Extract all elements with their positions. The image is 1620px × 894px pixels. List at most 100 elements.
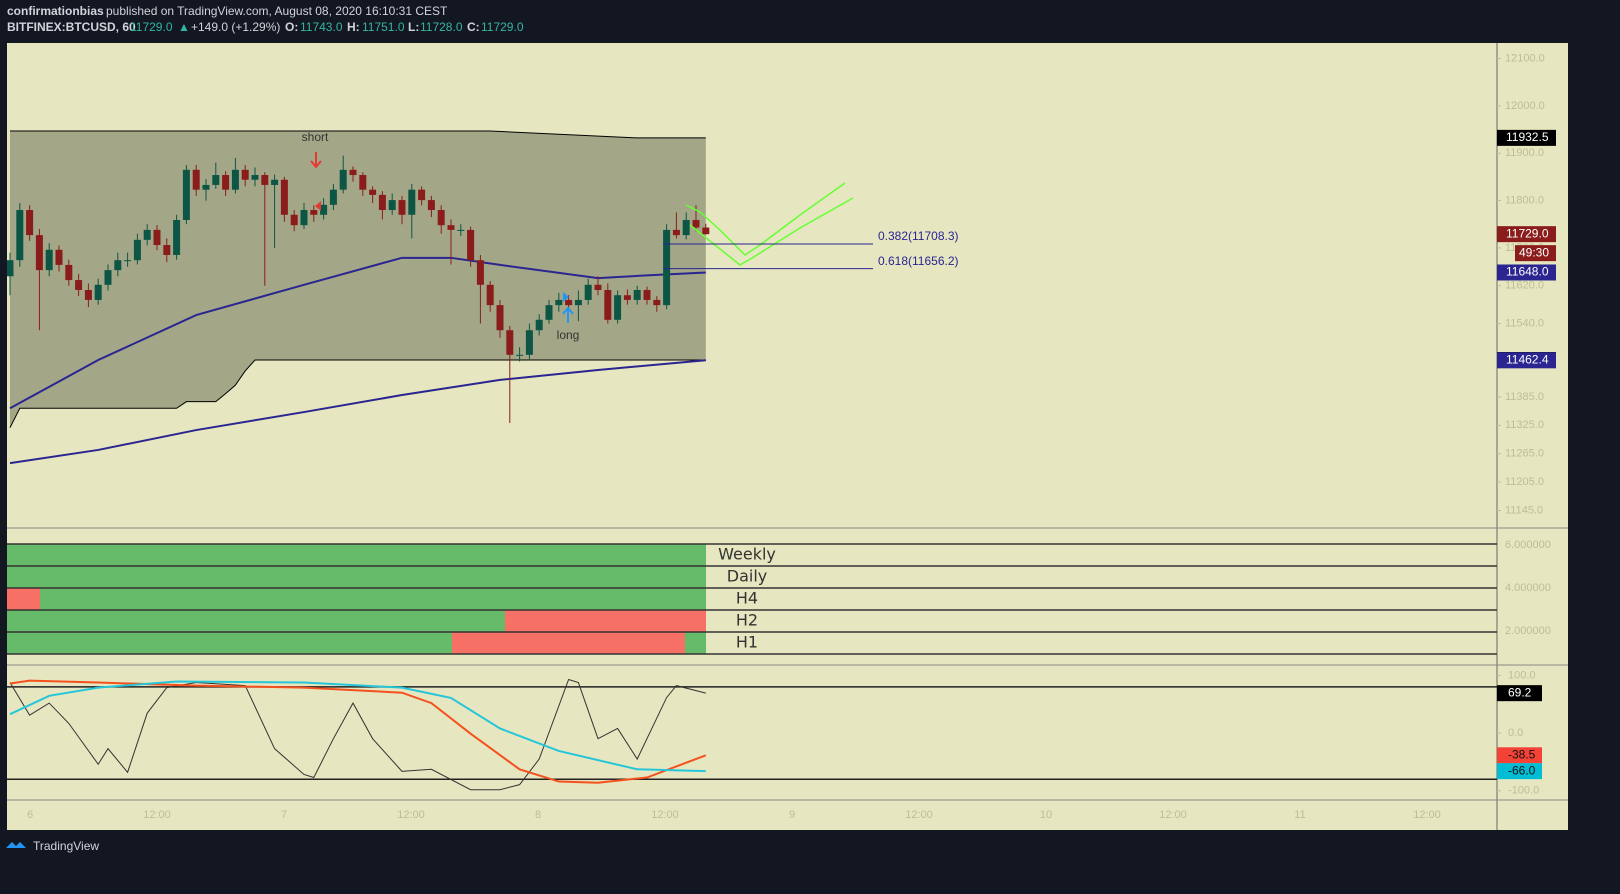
x-tick-label: 9 — [789, 809, 795, 821]
candle-body — [16, 210, 24, 261]
candle-body — [55, 249, 63, 265]
candle-body — [388, 200, 396, 211]
x-tick-label: 7 — [281, 809, 287, 821]
candle-body — [241, 169, 249, 180]
price-marker — [1497, 264, 1556, 281]
candle-body — [623, 295, 631, 300]
candle-body — [408, 189, 416, 215]
candle-body — [663, 229, 671, 306]
candle-body — [565, 299, 573, 306]
open-label: O: — [285, 20, 298, 34]
short-arrow — [310, 152, 322, 169]
trend-axis-label: 4.000000 — [1505, 582, 1551, 594]
candle-body — [349, 169, 357, 176]
candle-body — [496, 305, 504, 331]
published: published on TradingView.com, August 08,… — [106, 4, 448, 18]
trend-segment — [7, 544, 706, 566]
osc-marker — [1497, 685, 1542, 702]
candle-body — [251, 175, 259, 180]
high: 11751.0 — [362, 20, 405, 34]
cloud-lower — [9, 359, 706, 428]
candle-body — [682, 219, 690, 236]
line — [9, 359, 706, 465]
candle-body — [320, 204, 328, 215]
change-arrow: ▲ — [178, 20, 190, 34]
x-tick-label: 11 — [1294, 809, 1305, 821]
price-pane — [7, 130, 710, 465]
candle-body — [525, 330, 533, 355]
x-tick-label: 6 — [27, 809, 33, 821]
candle-body — [143, 229, 151, 240]
candle-body — [398, 200, 406, 215]
candle-body — [212, 175, 220, 185]
line — [9, 680, 706, 773]
x-tick-label: 12:00 — [1413, 809, 1441, 821]
candle-body — [290, 214, 298, 226]
trend-panel — [7, 543, 1497, 655]
candle-body — [7, 260, 14, 277]
high-label: H: — [347, 20, 360, 34]
candle-body — [45, 249, 53, 271]
long-marker — [563, 292, 569, 302]
y-tick-label: 11385.0 — [1505, 391, 1544, 403]
osc-marker-label: -38.5 — [1508, 747, 1536, 761]
candle-body — [437, 210, 445, 226]
candle-body — [310, 210, 318, 215]
x-tick-label: 8 — [535, 809, 541, 821]
y-tick-label: 11900.0 — [1505, 147, 1544, 159]
trend-row-border — [7, 543, 1497, 655]
candle-body — [506, 330, 514, 355]
y-tick-label: 11800.0 — [1505, 194, 1544, 206]
candle-body — [476, 260, 484, 285]
trend-segment — [452, 632, 685, 654]
oscillator-pane: 100.0 0.0 -100.0 69.2 -38.5 -66.0 — [7, 669, 1542, 797]
candle-body — [535, 319, 543, 331]
candle-body — [604, 289, 612, 320]
line — [9, 679, 707, 784]
price-marker — [1497, 226, 1556, 243]
candle-body — [271, 179, 279, 185]
candle-body — [457, 229, 465, 231]
candle-body — [672, 229, 680, 236]
candle-body — [378, 194, 386, 211]
short-marker — [315, 201, 321, 211]
osc-tick-label: 100.0 — [1508, 669, 1536, 681]
price-marker — [1497, 129, 1556, 146]
line — [9, 678, 706, 791]
candle-body — [104, 270, 112, 285]
candle-body — [516, 354, 524, 356]
trend-segment — [40, 588, 706, 610]
y-tick-label: 11145.0 — [1505, 504, 1543, 516]
low: 11728.0 — [420, 20, 463, 34]
trend-segment — [685, 632, 706, 654]
candle-body — [545, 305, 553, 320]
candle-body — [574, 299, 582, 306]
trend-segment — [7, 632, 452, 654]
y-tick-label: 12100.0 — [1505, 53, 1545, 65]
last-price: 11729.0 — [130, 20, 173, 34]
candle-body — [75, 280, 83, 290]
x-tick-label: 12:00 — [651, 809, 679, 821]
candle-body — [173, 219, 181, 255]
candle-body — [369, 189, 377, 195]
candle-body — [692, 219, 700, 228]
osc-marker-label: 69.2 — [1508, 685, 1532, 699]
countdown: 49:30 — [1519, 245, 1549, 259]
candle-body — [633, 289, 641, 300]
candle-body — [163, 245, 171, 255]
price-marker — [1497, 352, 1556, 369]
osc-tick-label: 0.0 — [1508, 727, 1523, 739]
candle-body — [359, 175, 367, 190]
footer-brand: TradingView — [33, 839, 99, 853]
price-marker-label: 11729.0 — [1506, 226, 1549, 240]
price-marker-label: 11462.4 — [1506, 352, 1549, 366]
candle-body — [65, 264, 73, 281]
trend-segment — [7, 588, 40, 610]
long-arrow — [562, 306, 574, 323]
fib-label: 0.618(11656.2) — [878, 254, 959, 268]
candle-body — [594, 284, 602, 290]
close-label: C: — [467, 20, 480, 34]
annotation: short — [302, 130, 329, 144]
trend-row-label: Daily — [727, 567, 767, 586]
candle-body — [418, 189, 426, 201]
